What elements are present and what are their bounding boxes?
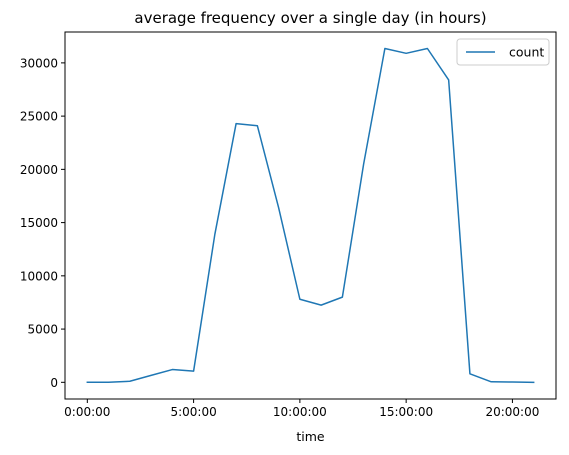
series-layer: [86, 47, 535, 384]
x-axis-label: time: [296, 429, 325, 444]
x-tick-label: 20:00:00: [485, 405, 539, 419]
x-tick-label: 10:00:00: [273, 405, 327, 419]
y-tick-label: 15000: [20, 216, 58, 230]
chart-title: average frequency over a single day (in …: [134, 9, 486, 27]
y-axis: 0 5000 10000 15000 20000 25000 30000: [20, 56, 65, 390]
plot-background: [65, 32, 556, 399]
series-line-count: [86, 47, 535, 384]
legend-label-count: count: [509, 45, 544, 60]
x-tick-label: 5:00:00: [170, 405, 216, 419]
legend-box: [456, 38, 550, 66]
x-tick-label: 0:00:00: [64, 405, 110, 419]
y-tick-label: 20000: [20, 163, 58, 177]
plot-area: [65, 32, 556, 399]
y-tick-label: 10000: [20, 269, 58, 283]
y-tick-label: 30000: [20, 56, 58, 70]
legend: count: [456, 38, 550, 66]
y-tick-label: 0: [50, 376, 58, 390]
plot-frame: [64, 31, 557, 400]
x-tick-label: 15:00:00: [379, 405, 433, 419]
y-tick-label: 25000: [20, 110, 58, 124]
y-tick-label: 5000: [27, 323, 58, 337]
x-axis: 0:00:00 5:00:00 10:00:00 15:00:00 20:00:00: [64, 399, 539, 419]
